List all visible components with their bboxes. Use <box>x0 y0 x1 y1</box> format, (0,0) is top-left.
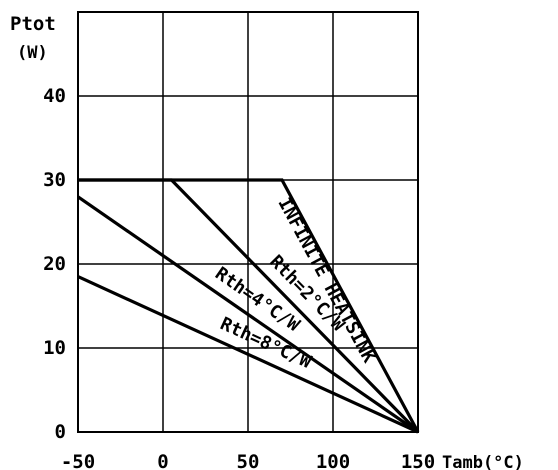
x-axis-label: Tamb(°C) <box>442 453 524 470</box>
y-tick-label: 40 <box>43 85 66 107</box>
x-tick-label: 100 <box>316 451 350 470</box>
series-line-3 <box>77 275 419 434</box>
y-tick-label: 0 <box>55 421 66 443</box>
x-tick-label: -50 <box>61 451 95 470</box>
y-axis-label-line1: Ptot <box>10 13 56 35</box>
x-tick-label: 50 <box>237 451 260 470</box>
y-axis-label-line2: (W) <box>17 43 48 63</box>
x-tick-label: 150 <box>401 451 435 470</box>
grid <box>77 12 419 432</box>
series-line-2 <box>77 195 419 434</box>
series-line-1 <box>78 178 420 434</box>
y-tick-label: 20 <box>43 253 66 275</box>
curve-labels: INFINITE HEATSINKRth=2°C/WRth=4°C/WRth=8… <box>211 194 379 373</box>
series-lines <box>77 178 420 434</box>
y-tick-label: 10 <box>43 337 66 359</box>
plot-frame <box>77 11 419 433</box>
tick-labels: -50 0 50 100 150 0 10 20 30 40 <box>43 85 435 470</box>
y-tick-label: 30 <box>43 169 66 191</box>
x-tick-label: 0 <box>157 451 168 470</box>
